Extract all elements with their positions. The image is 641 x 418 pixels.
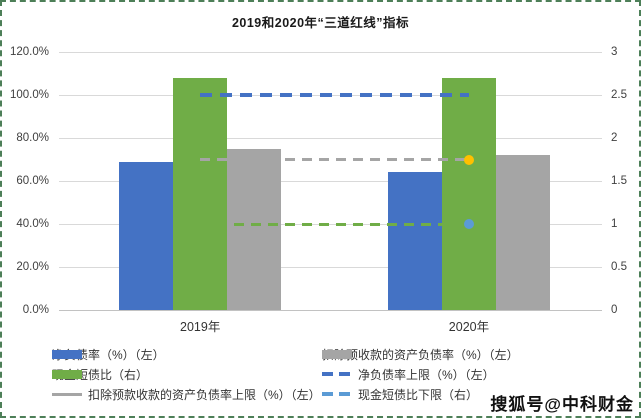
chart-title: 2019和2020年“三道红线”指标 <box>231 16 410 30</box>
left-axis-tick: 60.0% <box>16 175 49 187</box>
legend-swatch-bar-icon <box>322 349 352 359</box>
legend-item: 现金短债比（右） <box>52 364 321 384</box>
limit-line-现金短债比下限（右） <box>200 222 469 226</box>
legend-column-left: 净负债率（%）（左） 现金短债比（右） 扣除预款收款的资产负债率上限（%）（左） <box>52 344 321 404</box>
watermark-text: 搜狐号@中科财金 <box>490 395 634 414</box>
legend-swatch-dash-icon <box>322 392 352 396</box>
bar-扣除预收款的资产负债率（%）（左） <box>227 148 282 310</box>
legend-label: 扣除预款收款的资产负债率上限（%）（左） <box>88 387 321 402</box>
right-axis-tick: 0 <box>611 304 618 316</box>
gridline <box>59 266 602 268</box>
left-axis-tick: 20.0% <box>16 261 49 273</box>
legend-item: 扣除预收款的资产负债率（%）（左） <box>322 344 519 364</box>
right-axis-tick: 0.5 <box>611 261 627 273</box>
line-end-marker <box>463 154 474 165</box>
limit-line-净负债率上限（%）（左） <box>200 93 469 97</box>
bar-现金短债比（右） <box>441 77 496 310</box>
bar-净负债率（%）（左） <box>119 161 174 310</box>
legend-item: 现金短债比下限（右） <box>322 384 519 404</box>
legend-item: 扣除预款收款的资产负债率上限（%）（左） <box>52 384 321 404</box>
right-axis-tick: 2 <box>611 132 618 144</box>
legend-swatch-bar-icon <box>52 369 82 379</box>
legend-column-right: 扣除预收款的资产负债率（%）（左） 净负债率上限（%）（左） 现金短债比下限（右） <box>322 344 519 404</box>
legend-label: 现金短债比下限（右） <box>358 387 479 402</box>
legend-item: 净负债率上限（%）（左） <box>322 364 519 384</box>
legend-swatch-line-icon <box>52 392 82 396</box>
line-end-marker <box>463 219 474 229</box>
left-axis-tick: 0.0% <box>22 304 49 316</box>
right-axis-tick: 2.5 <box>611 89 627 101</box>
left-axis-tick: 100.0% <box>9 89 49 101</box>
limit-line-扣除预款收款的资产负债率上限（%）（左） <box>200 158 469 161</box>
x-axis-label: 2020年 <box>448 320 490 334</box>
gridline <box>59 137 602 139</box>
legend-label: 净负债率上限（%）（左） <box>358 367 495 382</box>
gridline <box>59 309 602 311</box>
gridline <box>59 180 602 182</box>
bar-扣除预收款的资产负债率（%）（左） <box>495 155 550 310</box>
legend-label: 扣除预收款的资产负债率（%）（左） <box>322 347 519 362</box>
right-axis-tick: 3 <box>611 46 618 58</box>
legend-item: 净负债率（%）（左） <box>52 344 321 364</box>
bar-净负债率（%）（左） <box>387 172 442 310</box>
legend-swatch-dash-icon <box>322 372 352 376</box>
legend-swatch-bar-icon <box>52 349 82 359</box>
right-axis-tick: 1 <box>611 218 618 230</box>
left-axis-tick: 120.0% <box>9 46 49 58</box>
x-axis-label: 2019年 <box>180 320 221 334</box>
bar-现金短债比（右） <box>173 77 228 310</box>
left-axis-tick: 80.0% <box>16 132 49 144</box>
left-axis-tick: 40.0% <box>16 218 49 230</box>
gridline <box>59 51 602 53</box>
right-axis-tick: 1.5 <box>611 175 627 187</box>
